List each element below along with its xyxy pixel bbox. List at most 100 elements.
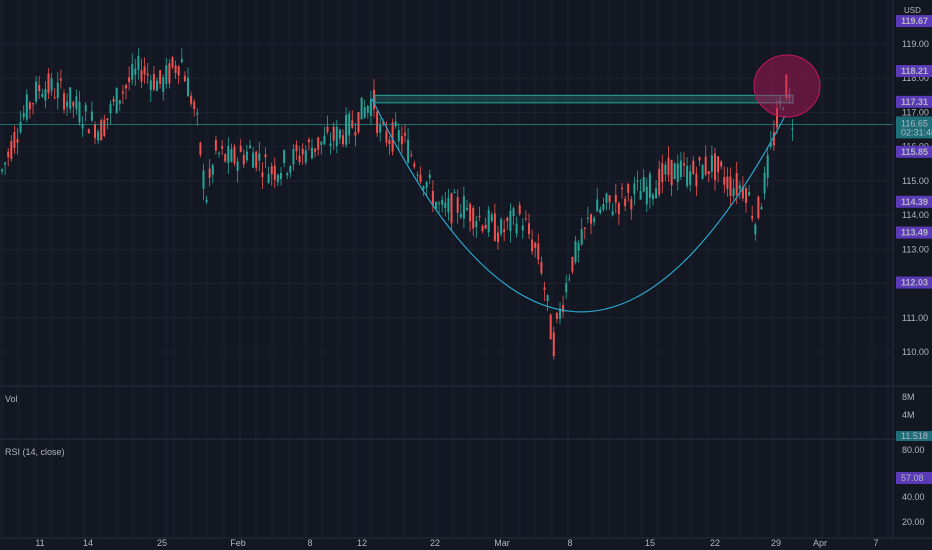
candle-body xyxy=(487,210,490,233)
candle-body xyxy=(298,155,301,163)
candle-body xyxy=(276,174,279,183)
candle-body xyxy=(1,169,3,172)
candle-body xyxy=(648,173,651,198)
candle-body xyxy=(769,142,772,147)
candle-body xyxy=(565,283,568,293)
candle-body xyxy=(621,187,623,190)
candle-body xyxy=(50,78,53,91)
time-tick-label: 29 xyxy=(771,538,781,548)
price-tick-label: 114.00 xyxy=(902,210,929,220)
candle-body xyxy=(627,184,630,193)
candle-body xyxy=(741,187,744,199)
candle-body xyxy=(190,95,193,104)
candle-body xyxy=(283,150,286,164)
candle-body xyxy=(624,198,627,206)
time-tick-label: 7 xyxy=(873,538,878,548)
candle-body xyxy=(196,112,199,115)
candle-body xyxy=(630,199,633,210)
candle-body xyxy=(180,59,183,63)
candle-body xyxy=(456,197,459,213)
candle-body xyxy=(379,124,382,133)
candle-body xyxy=(766,155,769,178)
candle-body xyxy=(425,182,428,188)
rsi-tick-label: 40.00 xyxy=(902,492,925,502)
candle-body xyxy=(4,162,7,165)
candle-body xyxy=(205,199,208,203)
current-price-badge xyxy=(896,116,932,139)
time-tick-label: 8 xyxy=(307,538,312,548)
candle-body xyxy=(776,108,778,128)
cup-arc xyxy=(371,98,786,313)
candle-body xyxy=(174,65,177,73)
candle-body xyxy=(729,176,732,196)
candle-body xyxy=(760,207,763,210)
candle-body xyxy=(106,118,109,121)
currency-label: USD xyxy=(904,6,921,15)
candle-body xyxy=(475,221,478,228)
candle-body xyxy=(342,135,344,145)
candle-body xyxy=(156,80,158,91)
price-badge-label: 114.39 xyxy=(901,197,928,207)
candle-body xyxy=(441,199,444,205)
volume-badge xyxy=(896,431,932,441)
candle-body xyxy=(301,148,304,155)
candle-body xyxy=(118,100,121,104)
candle-body xyxy=(236,161,239,171)
candle-body xyxy=(115,88,118,114)
candle-body xyxy=(307,139,310,143)
candle-body xyxy=(152,74,155,90)
candle-body xyxy=(214,139,217,151)
candle-body xyxy=(577,243,580,251)
candle-body xyxy=(199,142,202,155)
candle-body xyxy=(562,304,565,313)
candle-body xyxy=(639,191,642,200)
candle-body xyxy=(695,173,698,187)
volume-pane-title: Vol xyxy=(5,394,18,404)
candle-body xyxy=(121,91,124,94)
candle-body xyxy=(484,224,487,229)
rsi-pane-title: RSI (14, close) xyxy=(5,447,65,457)
candle-body xyxy=(295,144,298,152)
candle-body xyxy=(599,209,602,213)
candle-body xyxy=(193,101,196,110)
candle-body xyxy=(524,218,527,220)
candle-body xyxy=(447,197,450,213)
candle-body xyxy=(655,188,658,199)
candle-body xyxy=(518,205,521,215)
candle-body xyxy=(580,228,583,245)
candle-body xyxy=(531,239,534,252)
candle-body xyxy=(549,314,552,340)
candle-body xyxy=(143,66,146,75)
candle-body xyxy=(676,163,679,182)
candle-body xyxy=(785,74,788,99)
candle-body xyxy=(338,129,341,139)
candle-body xyxy=(63,93,65,110)
candle-body xyxy=(162,77,165,92)
candle-body xyxy=(53,97,56,99)
candle-body xyxy=(574,241,577,263)
price-badge xyxy=(896,276,932,289)
candle-body xyxy=(44,89,47,101)
candle-body xyxy=(782,108,785,110)
candle-body xyxy=(404,132,406,136)
candle-body xyxy=(701,165,704,179)
candle-body xyxy=(791,128,794,130)
candle-body xyxy=(450,193,453,224)
candle-body xyxy=(658,168,661,195)
candle-body xyxy=(357,112,360,132)
candle-body xyxy=(608,195,611,203)
price-tick-label: 118.00 xyxy=(902,73,929,83)
candle-body xyxy=(568,278,571,280)
countdown-label: 02:31:48 xyxy=(901,127,932,137)
candle-body xyxy=(369,99,372,116)
time-tick-label: 22 xyxy=(430,538,440,548)
candle-body xyxy=(617,202,620,215)
candle-body xyxy=(84,105,87,112)
candle-body xyxy=(255,151,258,168)
candle-body xyxy=(140,70,143,82)
rsi-badge xyxy=(896,472,932,484)
volume-tick-label: 4M xyxy=(902,410,915,420)
candle-body xyxy=(13,132,16,148)
candle-body xyxy=(78,101,81,123)
